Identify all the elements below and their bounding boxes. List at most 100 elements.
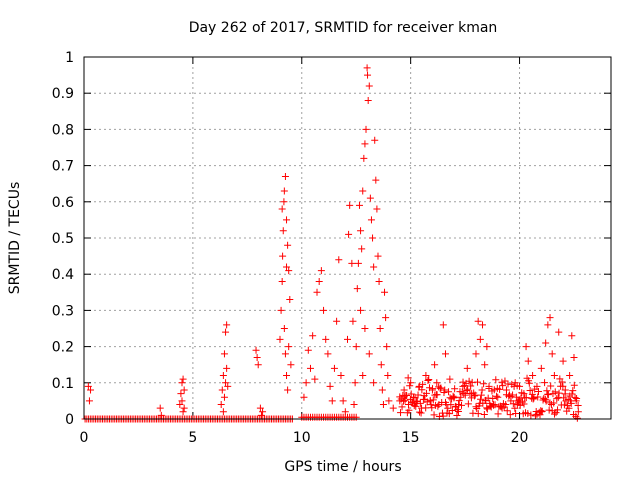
- data-point: [559, 382, 567, 390]
- data-point: [404, 401, 412, 409]
- data-point: [554, 393, 562, 401]
- data-point: [447, 401, 455, 409]
- data-point: [477, 391, 485, 399]
- data-point: [396, 397, 404, 405]
- data-point: [459, 382, 467, 390]
- data-point: [550, 372, 558, 380]
- data-point: [480, 410, 488, 418]
- data-point: [516, 382, 524, 390]
- data-point: [257, 411, 265, 419]
- data-point: [317, 267, 325, 275]
- data-point: [349, 317, 357, 325]
- data-point: [538, 407, 546, 415]
- data-point: [85, 397, 93, 405]
- data-point: [567, 399, 575, 407]
- data-point: [472, 350, 480, 358]
- data-point: [522, 394, 530, 402]
- data-point: [285, 267, 293, 275]
- data-point: [350, 401, 358, 409]
- data-point: [280, 198, 288, 206]
- data-point: [286, 296, 294, 304]
- data-point: [464, 400, 472, 408]
- data-point: [530, 394, 538, 402]
- data-point: [411, 393, 419, 401]
- data-point: [512, 410, 520, 418]
- data-point: [357, 306, 365, 314]
- chart-title: Day 262 of 2017, SRMTID for receiver kma…: [189, 20, 498, 36]
- data-point: [547, 382, 555, 390]
- data-point: [536, 411, 544, 419]
- x-tick-label: 5: [188, 430, 197, 446]
- data-point: [311, 375, 319, 383]
- data-point: [398, 403, 406, 411]
- data-point: [87, 386, 95, 394]
- data-point: [494, 410, 502, 418]
- data-point: [445, 410, 453, 418]
- data-point: [280, 325, 288, 332]
- data-point: [534, 393, 542, 401]
- data-point: [439, 412, 447, 420]
- data-point: [283, 372, 291, 380]
- data-point: [542, 397, 550, 405]
- data-point: [431, 361, 439, 369]
- data-point: [281, 350, 289, 358]
- data-point: [445, 388, 453, 396]
- data-point: [427, 401, 435, 409]
- data-point: [422, 389, 430, 397]
- data-point: [348, 259, 356, 267]
- data-point: [357, 227, 365, 235]
- data-point: [344, 335, 351, 343]
- data-point: [337, 372, 345, 380]
- data-point: [502, 400, 510, 408]
- data-point: [397, 409, 405, 417]
- data-point: [520, 400, 528, 408]
- data-point: [572, 397, 580, 405]
- data-point: [382, 314, 390, 322]
- data-point: [220, 350, 228, 358]
- data-point: [346, 201, 354, 209]
- data-point: [370, 379, 378, 387]
- data-point: [279, 227, 287, 235]
- data-point: [524, 410, 532, 418]
- y-tick-label: 0.9: [52, 86, 74, 102]
- data-point: [541, 395, 549, 403]
- data-point: [534, 388, 542, 396]
- data-point: [384, 372, 392, 380]
- data-point: [554, 406, 562, 414]
- data-point: [544, 391, 552, 399]
- data-point: [446, 375, 454, 383]
- data-point: [222, 379, 230, 387]
- data-point: [422, 372, 430, 380]
- y-tick-label: 0.2: [52, 340, 74, 356]
- data-point: [407, 390, 415, 398]
- data-point: [328, 397, 336, 405]
- data-point: [525, 379, 533, 387]
- data-point: [283, 216, 291, 224]
- data-point: [326, 382, 334, 390]
- baseline-point: [352, 413, 360, 421]
- data-point: [278, 205, 286, 213]
- data-point: [538, 408, 546, 416]
- data-point: [467, 382, 475, 390]
- data-point: [555, 328, 563, 336]
- data-point: [156, 404, 164, 412]
- y-tick-label: 1: [65, 50, 74, 66]
- data-point: [522, 343, 530, 351]
- data-point: [498, 404, 506, 412]
- data-point: [429, 396, 437, 404]
- data-point: [560, 401, 568, 409]
- data-point: [524, 357, 532, 365]
- data-point: [355, 201, 363, 209]
- data-point: [478, 386, 486, 394]
- data-point: [566, 372, 574, 380]
- data-point: [302, 379, 310, 387]
- data-point: [550, 410, 558, 418]
- data-point: [335, 256, 343, 264]
- data-point: [84, 382, 92, 390]
- data-point: [353, 285, 361, 293]
- data-point: [569, 387, 577, 395]
- y-tick-label: 0.3: [52, 303, 74, 319]
- data-point: [277, 306, 285, 314]
- data-point: [444, 404, 452, 412]
- data-point: [413, 398, 421, 406]
